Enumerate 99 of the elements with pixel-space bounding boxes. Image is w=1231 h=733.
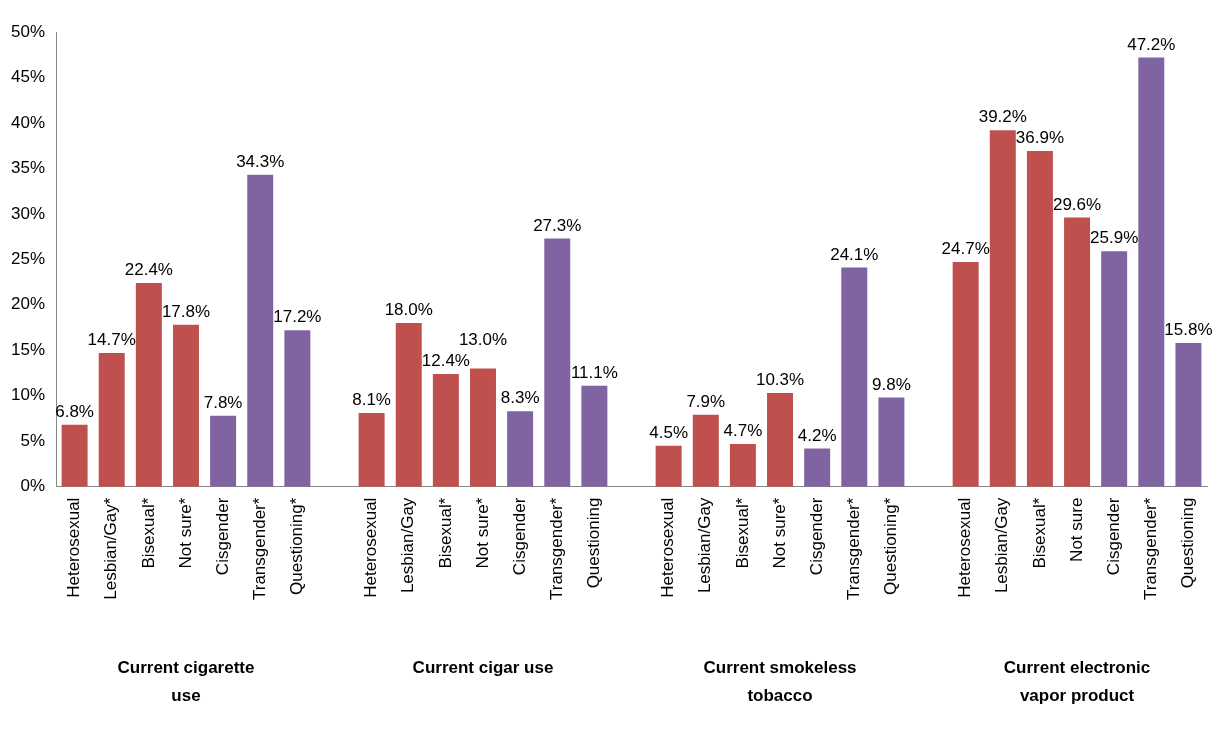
x-tick-label: Transgender* [1141, 497, 1160, 600]
x-tick-label: Bisexual* [1029, 497, 1049, 569]
y-tick-label: 50% [10, 21, 46, 41]
bar [247, 174, 274, 487]
data-label: 7.8% [203, 392, 243, 412]
x-tick-label: Bisexual* [435, 497, 455, 569]
bar [98, 352, 125, 487]
x-tick-label: Cisgender [806, 497, 826, 576]
x-tick-label: Bisexual* [138, 497, 158, 569]
data-label: 18.0% [384, 300, 433, 320]
bar [1064, 217, 1091, 487]
data-label: 14.7% [87, 330, 136, 350]
bar [878, 397, 905, 487]
data-label: 4.5% [649, 422, 689, 442]
data-label: 27.3% [533, 215, 582, 235]
y-tick-label: 20% [10, 294, 46, 314]
y-tick-label: 35% [10, 158, 46, 178]
bar [507, 411, 534, 487]
x-tick-label: Cisgender [212, 497, 232, 576]
x-tick-label: Cisgender [1103, 497, 1123, 576]
bar [692, 414, 719, 487]
bar [729, 443, 756, 487]
text: Current cigar use [412, 658, 554, 677]
data-label: 25.9% [1090, 228, 1139, 248]
bar [767, 392, 794, 487]
x-tick-label: Questioning* [881, 497, 901, 595]
data-label: 8.3% [500, 388, 540, 408]
data-label: 29.6% [1052, 194, 1102, 214]
data-label: 17.8% [161, 301, 211, 321]
bar [135, 282, 162, 487]
y-tick-label: 30% [10, 203, 46, 223]
data-label: 10.3% [755, 370, 805, 390]
data-label: 39.2% [978, 107, 1027, 127]
data-label: 17.2% [273, 307, 322, 327]
y-tick-label: 40% [10, 112, 46, 132]
bar [284, 330, 311, 487]
y-tick-label: 5% [20, 430, 46, 450]
data-label: 12.4% [421, 351, 470, 371]
data-label: 24.7% [941, 239, 990, 259]
x-tick-label: Not sure* [472, 497, 492, 569]
bar [358, 412, 385, 487]
data-label: 22.4% [124, 260, 173, 280]
data-label: 11.1% [570, 362, 618, 382]
data-label: 6.8% [55, 401, 94, 421]
x-tick-label: Not sure* [175, 497, 195, 569]
x-tick-label: Lesbian/Gay [398, 497, 418, 594]
x-tick-label: Heterosexual [361, 497, 381, 598]
text: Current cigarette use [117, 658, 255, 705]
bar [952, 262, 979, 487]
x-tick-label: Questioning* [287, 497, 307, 595]
bar [655, 445, 682, 487]
x-tick-label: Questioning [584, 497, 604, 589]
x-tick-label: Transgender* [249, 497, 269, 600]
x-tick-label: Heterosexual [64, 497, 84, 598]
data-label: 8.1% [352, 390, 391, 410]
bar [470, 368, 496, 487]
data-label: 7.9% [686, 391, 726, 411]
bar [1026, 151, 1053, 487]
data-label: 15.8% [1164, 320, 1213, 340]
bar [989, 130, 1016, 487]
data-label: 13.0% [458, 330, 508, 350]
bar [581, 385, 608, 487]
x-tick-label: Lesbian/Gay* [101, 497, 121, 600]
bar [841, 267, 868, 487]
data-label: 34.3% [236, 151, 285, 171]
bar [210, 415, 237, 487]
bar [804, 448, 831, 487]
bar [544, 238, 571, 487]
bar [61, 424, 88, 487]
y-tick-label: 0% [20, 476, 46, 496]
data-label: 24.1% [830, 244, 879, 264]
x-tick-label: Lesbian/Gay [695, 497, 715, 594]
x-tick-label: Not sure* [769, 497, 789, 569]
data-label: 4.2% [797, 425, 837, 445]
x-tick-label: Not sure [1066, 497, 1086, 562]
bar [1175, 342, 1202, 487]
x-tick-label: Transgender* [843, 497, 863, 600]
y-tick-label: 25% [10, 249, 46, 268]
x-tick-label: Transgender* [546, 497, 566, 600]
text: Current electronic vapor product [1003, 658, 1151, 705]
x-tick-label: Heterosexual [658, 497, 678, 598]
data-label: 9.8% [872, 374, 911, 394]
y-tick-label: 45% [10, 67, 46, 87]
text: Current smokeless tobacco [703, 658, 857, 705]
data-label: 47.2% [1127, 34, 1176, 54]
x-tick-label: Heterosexual [955, 497, 975, 598]
bar [1101, 251, 1128, 487]
bar [432, 373, 459, 487]
x-tick-label: Lesbian/Gay [992, 497, 1012, 594]
bar [395, 322, 422, 487]
data-label: 36.9% [1015, 128, 1065, 148]
bar [172, 324, 199, 487]
x-tick-label: Bisexual* [732, 497, 752, 569]
x-tick-label: Cisgender [509, 497, 529, 576]
x-tick-label: Questioning [1178, 497, 1198, 589]
bar [1138, 57, 1165, 487]
data-label: 4.7% [723, 421, 763, 441]
y-tick-label: 10% [10, 385, 46, 405]
y-tick-label: 15% [10, 339, 46, 359]
